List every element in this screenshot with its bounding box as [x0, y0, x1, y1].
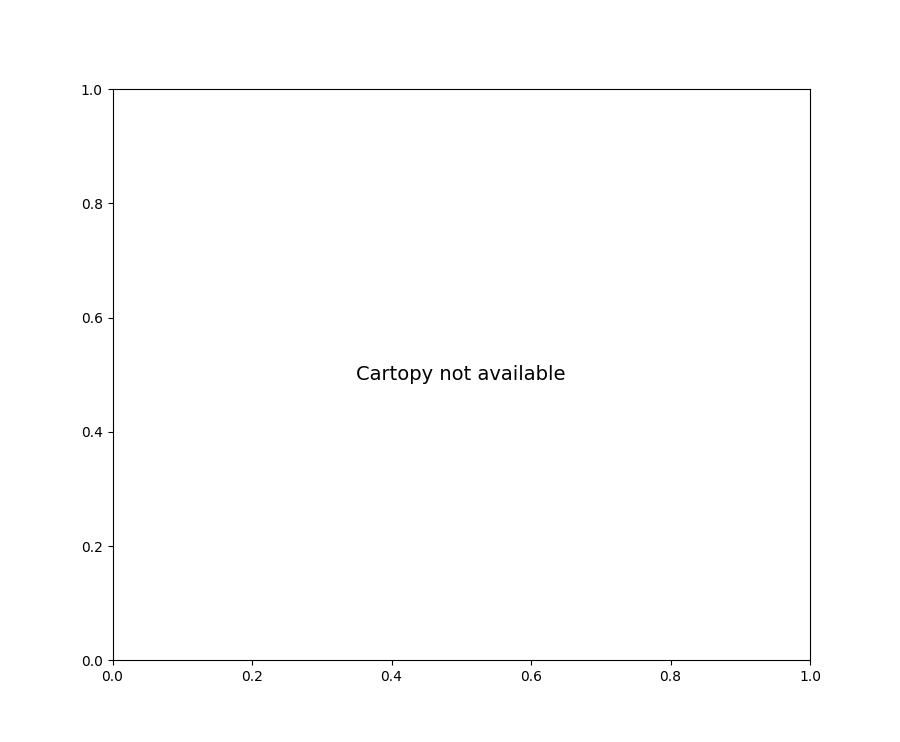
Text: Cartopy not available: Cartopy not available	[356, 365, 566, 384]
